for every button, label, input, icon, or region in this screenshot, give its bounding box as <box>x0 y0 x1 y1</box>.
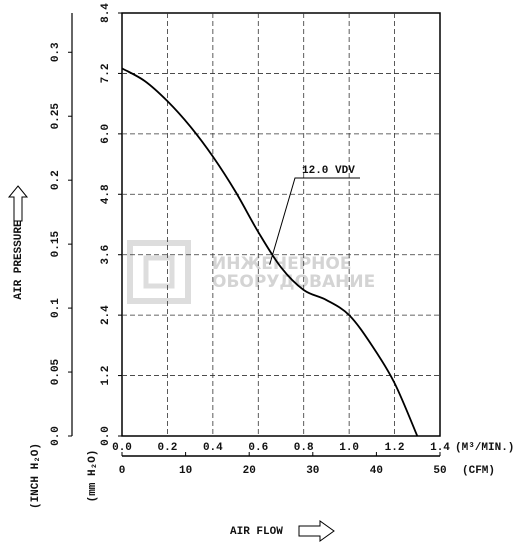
x-tick-label: 0.0 <box>112 442 132 454</box>
x2-tick-label: 30 <box>306 465 319 477</box>
y2-tick-label: 0.2 <box>50 170 62 190</box>
y2-unit: (INCH H₂O) <box>30 443 42 509</box>
y-unit: (mm H₂O) <box>87 450 99 503</box>
y2-tick-label: 0.0 <box>50 426 62 446</box>
arrow-right <box>298 520 335 542</box>
x2-unit: (CFM) <box>462 465 495 477</box>
y-tick-label: 0.0 <box>100 426 112 446</box>
y2-tick-label: 0.15 <box>50 231 62 258</box>
x-tick-label: 1.2 <box>385 442 405 454</box>
watermark-logo <box>127 240 191 304</box>
series-label: 12.0 VDV <box>302 165 355 177</box>
y-tick-label: 2.4 <box>100 305 112 325</box>
x-tick-label: 0.6 <box>248 442 268 454</box>
y2-tick-label: 0.3 <box>50 42 62 62</box>
y-tick-label: 4.8 <box>100 184 112 204</box>
y2-tick-label: 0.1 <box>50 298 62 318</box>
watermark: ИНЖЕНЕРНОЕ <box>212 254 351 274</box>
x-tick-label: 0.2 <box>158 442 178 454</box>
x2-tick-label: 20 <box>243 465 256 477</box>
x2-tick-label: 40 <box>370 465 383 477</box>
y-tick-label: 6.0 <box>100 124 112 144</box>
y-tick-label: 8.4 <box>100 3 112 23</box>
x-unit: (M³/MIN.) <box>455 442 514 454</box>
x-tick-label: 1.0 <box>339 442 359 454</box>
plot-frame <box>121 12 441 437</box>
x2-tick-label: 10 <box>179 465 192 477</box>
y-tick-label: 1.2 <box>100 366 112 386</box>
curve <box>121 67 419 437</box>
annotation-leader <box>269 177 360 265</box>
x-axis-title: AIR FLOW <box>230 526 283 538</box>
x-tick-label: 0.4 <box>203 442 223 454</box>
arrow-up <box>7 185 29 222</box>
x2-tick-label: 50 <box>433 465 446 477</box>
y2-tick-label: 0.05 <box>50 358 62 385</box>
y-tick-label: 7.2 <box>100 64 112 84</box>
x2-tick-label: 0 <box>119 465 126 477</box>
x-tick-label: 1.4 <box>430 442 450 454</box>
watermark-logo <box>143 255 175 289</box>
y-axis-title: AIR PRESSURE <box>13 220 25 300</box>
y-tick-label: 3.6 <box>100 245 112 265</box>
x-tick-label: 0.8 <box>294 442 314 454</box>
y2-tick-label: 0.25 <box>50 103 62 130</box>
